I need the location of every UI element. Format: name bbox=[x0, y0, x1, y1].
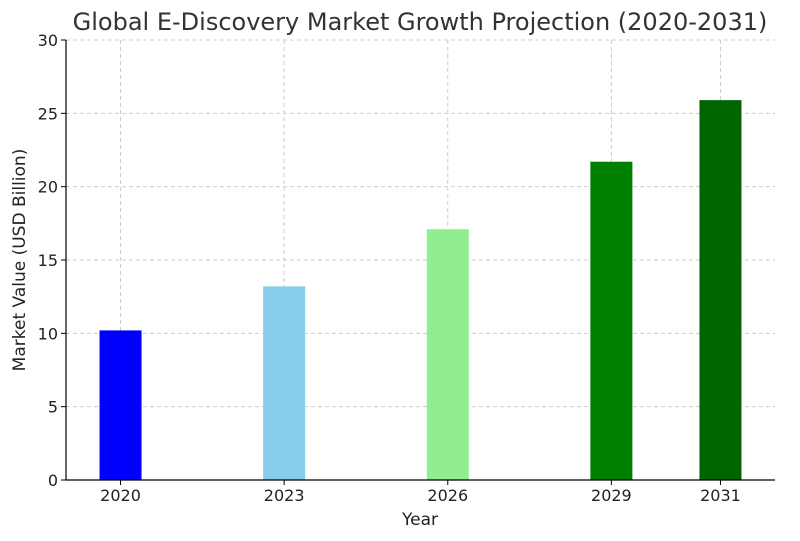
y-tick-label: 10 bbox=[38, 324, 58, 343]
x-tick-label: 2029 bbox=[591, 486, 632, 505]
grid bbox=[66, 39, 775, 481]
x-axis-label: Year bbox=[401, 510, 438, 530]
y-ticks: 0 5 10 15 20 25 30 bbox=[38, 31, 66, 490]
y-tick-label: 0 bbox=[48, 471, 58, 490]
y-tick-label: 15 bbox=[38, 251, 58, 270]
bar-2029 bbox=[590, 161, 633, 480]
bar-2023 bbox=[263, 286, 306, 480]
y-tick-label: 20 bbox=[38, 178, 58, 197]
y-tick-label: 5 bbox=[48, 398, 58, 417]
y-tick-label: 25 bbox=[38, 104, 58, 123]
bars bbox=[99, 100, 742, 480]
bar-2020 bbox=[99, 330, 142, 480]
bar-2031 bbox=[699, 100, 742, 480]
x-tick-label: 2026 bbox=[427, 486, 468, 505]
x-tick-label: 2020 bbox=[100, 486, 141, 505]
x-tick-label: 2023 bbox=[264, 486, 305, 505]
y-axis-label: Market Value (USD Billion) bbox=[10, 149, 30, 372]
bar-2026 bbox=[426, 229, 469, 480]
chart-title: Global E-Discovery Market Growth Project… bbox=[73, 8, 768, 36]
y-tick-label: 30 bbox=[38, 31, 58, 50]
x-ticks: 2020 2023 2026 2029 2031 bbox=[100, 480, 741, 505]
x-tick-label: 2031 bbox=[700, 486, 741, 505]
